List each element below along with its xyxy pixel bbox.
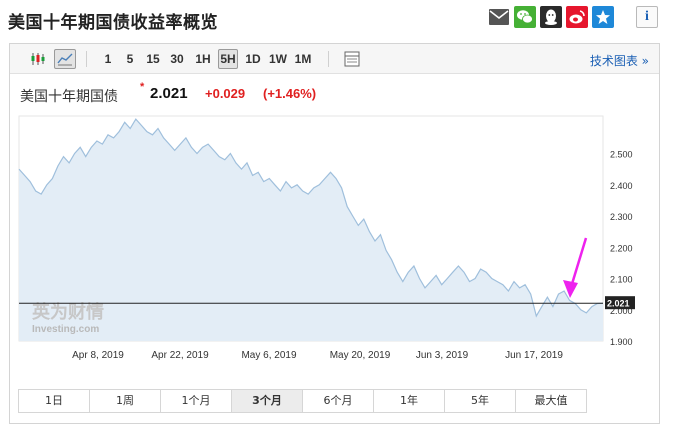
interval-button[interactable]: 5 [126,52,134,66]
chart-toolbar: 1 5 15 30 1H 5H 1D 1W 1M 技术图表 » [10,44,659,74]
y-tick-label: 2.000 [610,306,633,316]
price-change: +0.029 [205,86,246,101]
y-tick-label: 2.200 [610,243,633,253]
y-tick-label: 2.500 [610,150,633,160]
watermark-cn: 英为财情 [31,301,104,323]
interval-button[interactable]: 1H [195,52,211,66]
info-button[interactable]: i [636,6,658,28]
price-change-percent: (+1.46%) [263,86,317,101]
interval-button[interactable]: 1M [294,52,312,66]
y-tick-label: 1.900 [610,337,633,347]
y-tick-label: 2.100 [610,275,633,285]
annotation-arrow [570,237,588,285]
watermark-en: Investing.com [32,324,99,335]
range-tab[interactable]: 1周 [89,389,161,413]
series-area [19,119,603,341]
instrument-name: 美国十年期国债 [20,89,118,105]
toolbar-separator [86,51,87,67]
data-table-icon[interactable] [341,49,363,69]
delay-marker: * [140,81,145,93]
interval-button[interactable]: 15 [146,52,160,66]
toolbar-separator [328,51,329,67]
annotation-arrowhead [563,280,578,298]
qq-icon[interactable] [540,6,562,28]
range-tab[interactable]: 1年 [373,389,445,413]
current-value-label: 2.021 [607,299,630,309]
chart-frame: 英为财情 Investing.com 1.900 2.000 2.100 2.200 2.3… [9,43,660,424]
info-icon: i [645,9,649,24]
page-title: 美国十年期国债收益率概览 [8,13,218,33]
y-tick-label: 2.300 [610,212,633,222]
x-tick-label: Apr 22, 2019 [151,350,209,361]
interval-button[interactable]: 1D [245,52,261,66]
range-tab[interactable]: 最大值 [515,389,587,413]
interval-button[interactable]: 1W [269,52,287,66]
current-value-badge [605,296,635,310]
x-tick-label: Jun 3, 2019 [416,350,469,361]
advanced-chart-link[interactable]: 技术图表 » [589,54,649,68]
candlestick-chart-icon[interactable] [27,49,49,69]
interval-button[interactable]: 30 [170,52,184,66]
mail-icon[interactable] [488,6,510,28]
x-tick-label: Jun 17, 2019 [505,350,563,361]
interval-button[interactable]: 5H [218,49,238,69]
range-tab[interactable]: 1个月 [160,389,232,413]
interval-button[interactable]: 1 [104,52,112,66]
y-tick-label: 2.400 [610,181,633,191]
x-tick-label: May 6, 2019 [241,350,296,361]
series-line [18,118,604,318]
header: 美国十年期国债收益率概览 i [0,0,677,38]
range-tab[interactable]: 1日 [18,389,90,413]
range-tab[interactable]: 6个月 [302,389,374,413]
range-tab[interactable]: 3个月 [231,389,303,413]
qzone-icon[interactable] [592,6,614,28]
current-price: 2.021 [150,85,188,102]
weibo-icon[interactable] [566,6,588,28]
x-tick-label: Apr 8, 2019 [72,350,124,361]
range-tab[interactable]: 5年 [444,389,516,413]
time-range-tabs: 1日 1周 1个月 3个月 6个月 1年 5年 最大值 [18,389,587,413]
wechat-icon[interactable] [514,6,536,28]
x-tick-label: May 20, 2019 [330,350,391,361]
area-chart-icon[interactable] [54,49,76,69]
